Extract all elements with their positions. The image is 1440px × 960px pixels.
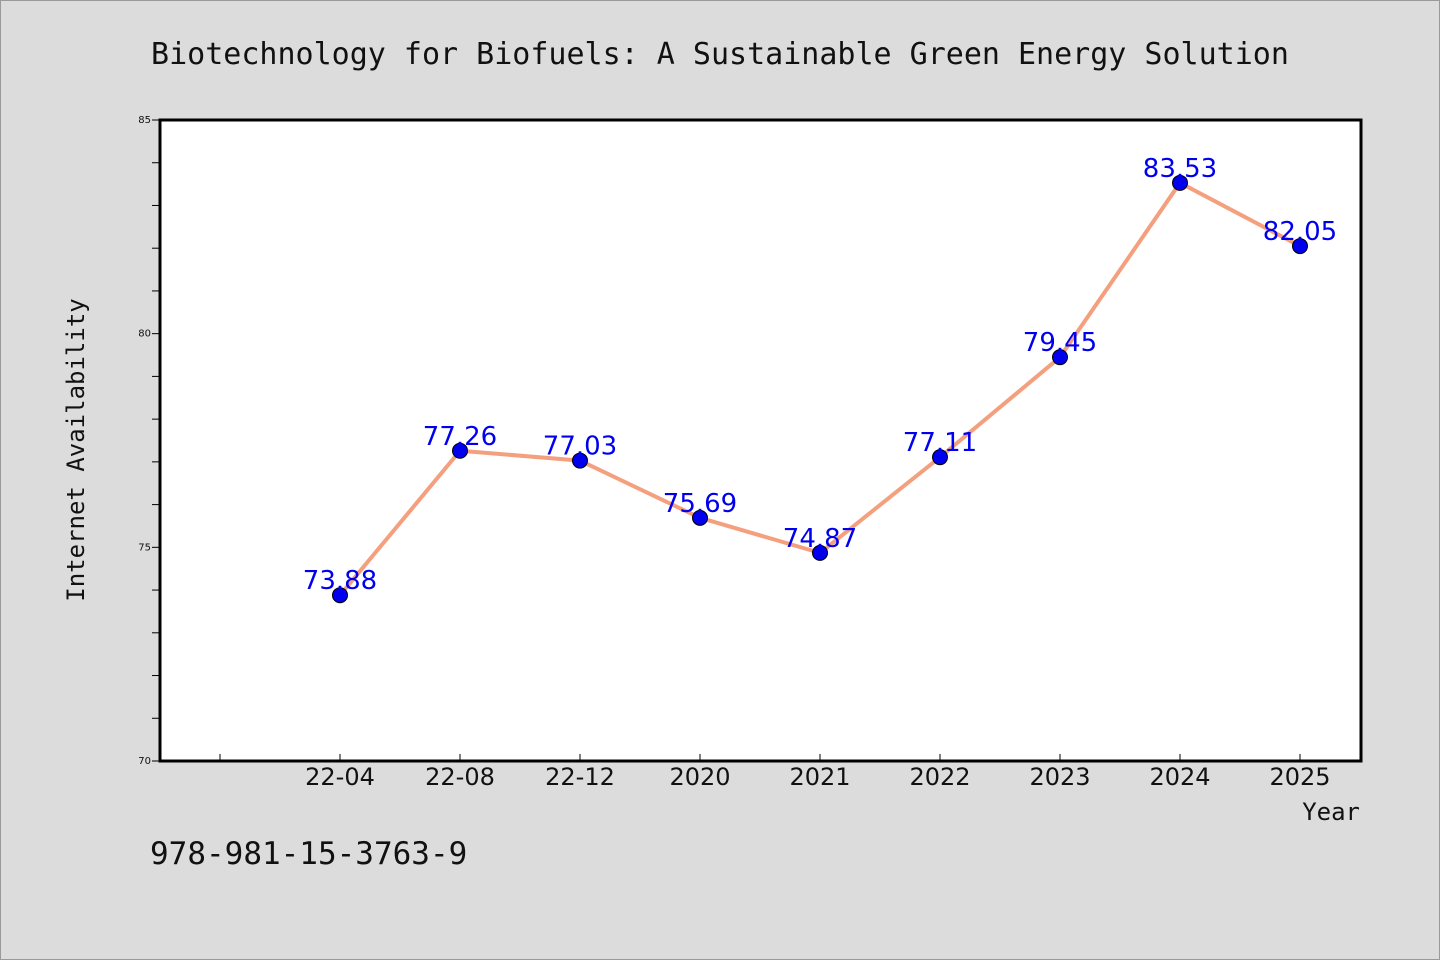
x-axis-title: Year (1302, 798, 1360, 826)
x-tick-label: 2021 (789, 763, 850, 791)
plot-area (158, 118, 1363, 763)
y-tick-label: 85 (138, 115, 151, 126)
x-tick-label: 22-12 (545, 763, 615, 791)
x-tick-label: 2023 (1029, 763, 1090, 791)
data-label: 82.05 (1263, 217, 1337, 247)
data-label: 73.88 (303, 566, 377, 596)
y-axis-title: Internet Availability (62, 298, 90, 601)
data-label: 79.45 (1023, 328, 1097, 358)
isbn-footer: 978-981-15-3763-9 (150, 836, 467, 872)
y-tick-label: 75 (138, 542, 151, 553)
data-point (692, 509, 708, 526)
x-tick-label: 2022 (909, 763, 970, 791)
data-point (1292, 238, 1308, 255)
data-point (332, 587, 348, 604)
data-point (1172, 174, 1188, 191)
data-point (452, 442, 468, 459)
x-tick-label: 2024 (1149, 763, 1210, 791)
data-point (812, 544, 828, 561)
data-label: 83.53 (1143, 154, 1217, 184)
data-point (932, 449, 948, 466)
y-tick-label: 80 (138, 329, 151, 340)
x-tick-label: 22-08 (425, 763, 495, 791)
data-label: 74.87 (783, 524, 857, 554)
chart-title: Biotechnology for Biofuels: A Sustainabl… (151, 37, 1289, 72)
data-point (572, 452, 588, 469)
data-label: 77.26 (423, 422, 497, 452)
y-tick-label: 70 (138, 756, 151, 767)
x-tick-label: 22-04 (305, 763, 375, 791)
data-point (1052, 349, 1068, 366)
data-label: 75.69 (663, 489, 737, 519)
series-line-group: 73.88 77.26 77.03 75.69 74.87 77.11 79.45 83.53… (303, 154, 1337, 604)
x-tick-label: 2020 (669, 763, 730, 791)
x-tick-label: 2025 (1269, 763, 1330, 791)
y-axis: 70 75 80 85 (138, 115, 160, 767)
x-axis: 22-04 22-08 22-12 2020 2021 2022 2023 2024 2025 (219, 754, 1331, 791)
data-label: 77.11 (903, 428, 977, 458)
data-label: 77.03 (543, 432, 617, 462)
